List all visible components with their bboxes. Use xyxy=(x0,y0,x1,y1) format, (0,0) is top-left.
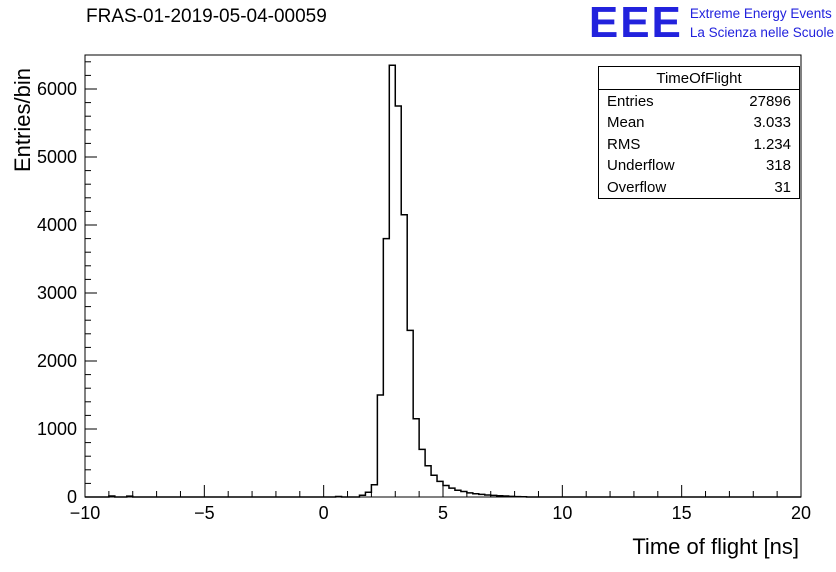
stats-label: Mean xyxy=(607,114,645,131)
eee-logo: EEE Extreme Energy Events La Scienza nel… xyxy=(588,0,834,47)
stats-value: 1.234 xyxy=(753,135,791,153)
y-tick-label: 2000 xyxy=(37,351,77,371)
stats-title: TimeOfFlight xyxy=(599,67,799,90)
stats-row: Mean 3.033 xyxy=(599,112,799,134)
x-tick-label: 5 xyxy=(438,503,448,523)
y-tick-label: 6000 xyxy=(37,79,77,99)
y-tick-label: 5000 xyxy=(37,147,77,167)
y-tick-label: 0 xyxy=(67,487,77,507)
x-tick-label: 0 xyxy=(319,503,329,523)
x-axis-title: Time of flight [ns] xyxy=(632,534,799,559)
stats-label: RMS xyxy=(607,135,641,153)
eee-logo-acronym: EEE xyxy=(588,0,683,47)
stats-row: Overflow 31 xyxy=(599,176,799,198)
stats-row: Entries 27896 xyxy=(599,90,799,112)
stats-value: 27896 xyxy=(749,92,791,110)
histogram-line xyxy=(85,64,801,498)
stats-box: TimeOfFlight Entries 27896 Mean 3.033 RM… xyxy=(598,66,800,199)
eee-logo-line2: La Scienza nelle Scuole xyxy=(689,24,834,40)
x-tick-label: 20 xyxy=(791,503,811,523)
stats-label: Underflow xyxy=(607,157,675,174)
x-tick-label: −10 xyxy=(70,503,101,523)
x-tick-label: −5 xyxy=(194,503,215,523)
y-tick-label: 3000 xyxy=(37,283,77,303)
eee-logo-line1: Extreme Energy Events xyxy=(689,6,832,21)
eee-logo-text: Extreme Energy Events La Scienza nelle S… xyxy=(690,5,834,43)
y-tick-label: 4000 xyxy=(37,215,77,235)
stats-value: 318 xyxy=(765,157,791,174)
page-title: FRAS-01-2019-05-04-00059 xyxy=(86,6,327,27)
stats-value: 31 xyxy=(774,178,791,196)
stats-row: Underflow 318 xyxy=(599,155,799,177)
x-tick-label: 15 xyxy=(672,503,692,523)
stats-label: Entries xyxy=(607,92,654,110)
stats-label: Overflow xyxy=(607,178,667,196)
stats-value: 3.033 xyxy=(753,114,791,131)
y-tick-label: 1000 xyxy=(37,419,77,439)
x-tick-label: 10 xyxy=(552,503,572,523)
y-axis-title: Entries/bin xyxy=(10,68,35,172)
stats-row: RMS 1.234 xyxy=(599,133,799,155)
